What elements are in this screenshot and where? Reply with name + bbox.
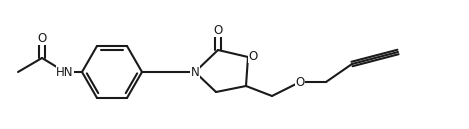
Text: HN: HN xyxy=(56,66,74,79)
Text: O: O xyxy=(295,75,305,88)
Text: N: N xyxy=(190,66,199,79)
Text: O: O xyxy=(213,23,223,37)
Text: O: O xyxy=(38,31,46,45)
Text: O: O xyxy=(249,50,257,62)
